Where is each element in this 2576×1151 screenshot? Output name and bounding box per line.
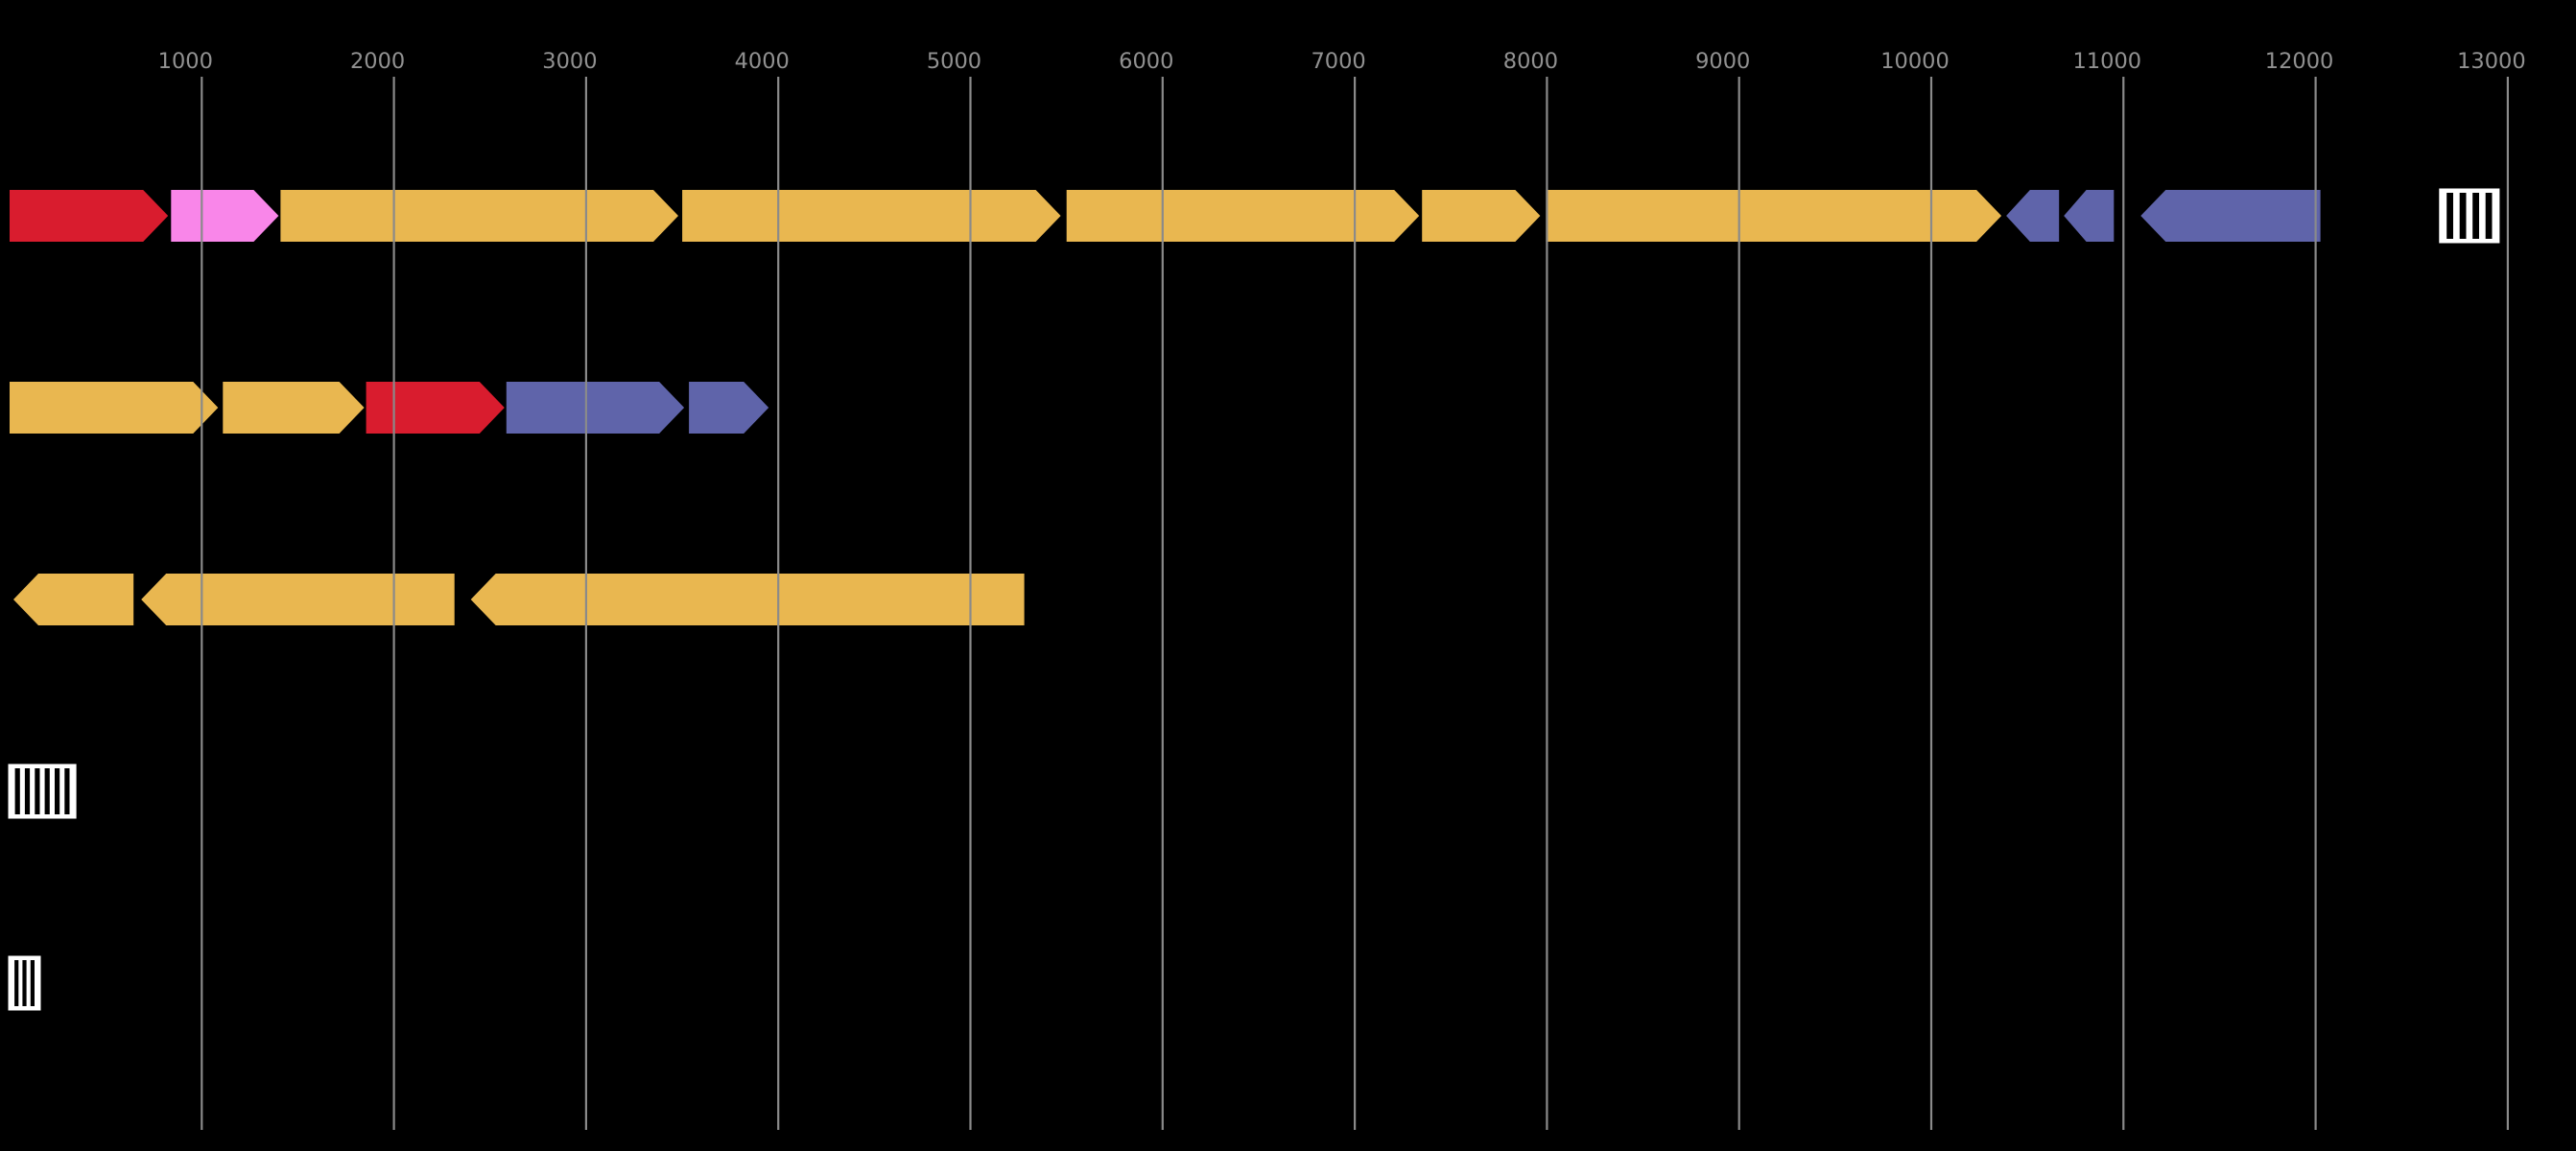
gene-arrow <box>689 382 769 434</box>
track-5 <box>8 955 41 1011</box>
x-tick-label: 6000 <box>1119 49 1173 74</box>
gene-arrow <box>10 190 169 242</box>
striped-box-stripe <box>2472 193 2479 239</box>
striped-box-stripe <box>35 768 40 814</box>
x-tick-label: 11000 <box>2073 49 2142 74</box>
feature-tracks <box>8 188 2500 1011</box>
gene-arrow <box>223 382 365 434</box>
striped-box-frame <box>8 763 77 819</box>
striped-box-stripe <box>55 768 60 814</box>
track-4 <box>8 763 77 819</box>
x-tick-label: 3000 <box>542 49 597 74</box>
x-axis-tick-labels: 1000 2000 3000 4000 5000 6000 7000 8000 9000 1000… <box>158 49 2526 74</box>
striped-box-stripe <box>2485 193 2493 239</box>
gene-arrow <box>1546 190 2002 242</box>
gene-arrow <box>2140 190 2321 242</box>
gene-arrow <box>141 574 455 625</box>
x-tick-label: 1000 <box>158 49 213 74</box>
gene-arrow <box>2006 190 2060 242</box>
striped-box-stripe <box>64 768 70 814</box>
gene-arrow <box>506 382 685 434</box>
striped-box-stripe <box>14 768 20 814</box>
x-tick-label: 2000 <box>350 49 405 74</box>
striped-box <box>8 955 41 1011</box>
striped-box-stripe <box>22 960 27 1006</box>
striped-box-stripe <box>44 768 50 814</box>
x-tick-label: 5000 <box>927 49 981 74</box>
striped-box <box>2439 188 2500 244</box>
x-tick-label: 9000 <box>1695 49 1750 74</box>
x-tick-label: 13000 <box>2457 49 2526 74</box>
gene-arrow <box>366 382 505 434</box>
striped-box-stripe <box>2446 193 2453 239</box>
gene-arrow <box>10 382 219 434</box>
gene-arrow <box>682 190 1061 242</box>
gene-arrow <box>1422 190 1541 242</box>
gene-arrow <box>13 574 134 625</box>
gene-arrow <box>2064 190 2115 242</box>
gene-arrow <box>171 190 279 242</box>
gene-arrow <box>1066 190 1420 242</box>
x-tick-label: 12000 <box>2265 49 2334 74</box>
track-1 <box>10 188 2500 244</box>
track-2 <box>10 382 769 434</box>
striped-box-stripe <box>24 768 31 814</box>
striped-box-stripe <box>30 960 35 1006</box>
striped-box <box>8 763 77 819</box>
gene-arrow <box>470 574 1025 625</box>
x-tick-label: 7000 <box>1311 49 1365 74</box>
x-tick-label: 4000 <box>735 49 790 74</box>
striped-box-stripe <box>14 960 19 1006</box>
x-tick-label: 10000 <box>1880 49 1950 74</box>
x-axis-grid <box>201 77 2509 1130</box>
x-tick-label: 8000 <box>1503 49 1558 74</box>
gene-arrow <box>280 190 678 242</box>
striped-box-stripe <box>2459 193 2467 239</box>
track-3 <box>13 574 1025 625</box>
